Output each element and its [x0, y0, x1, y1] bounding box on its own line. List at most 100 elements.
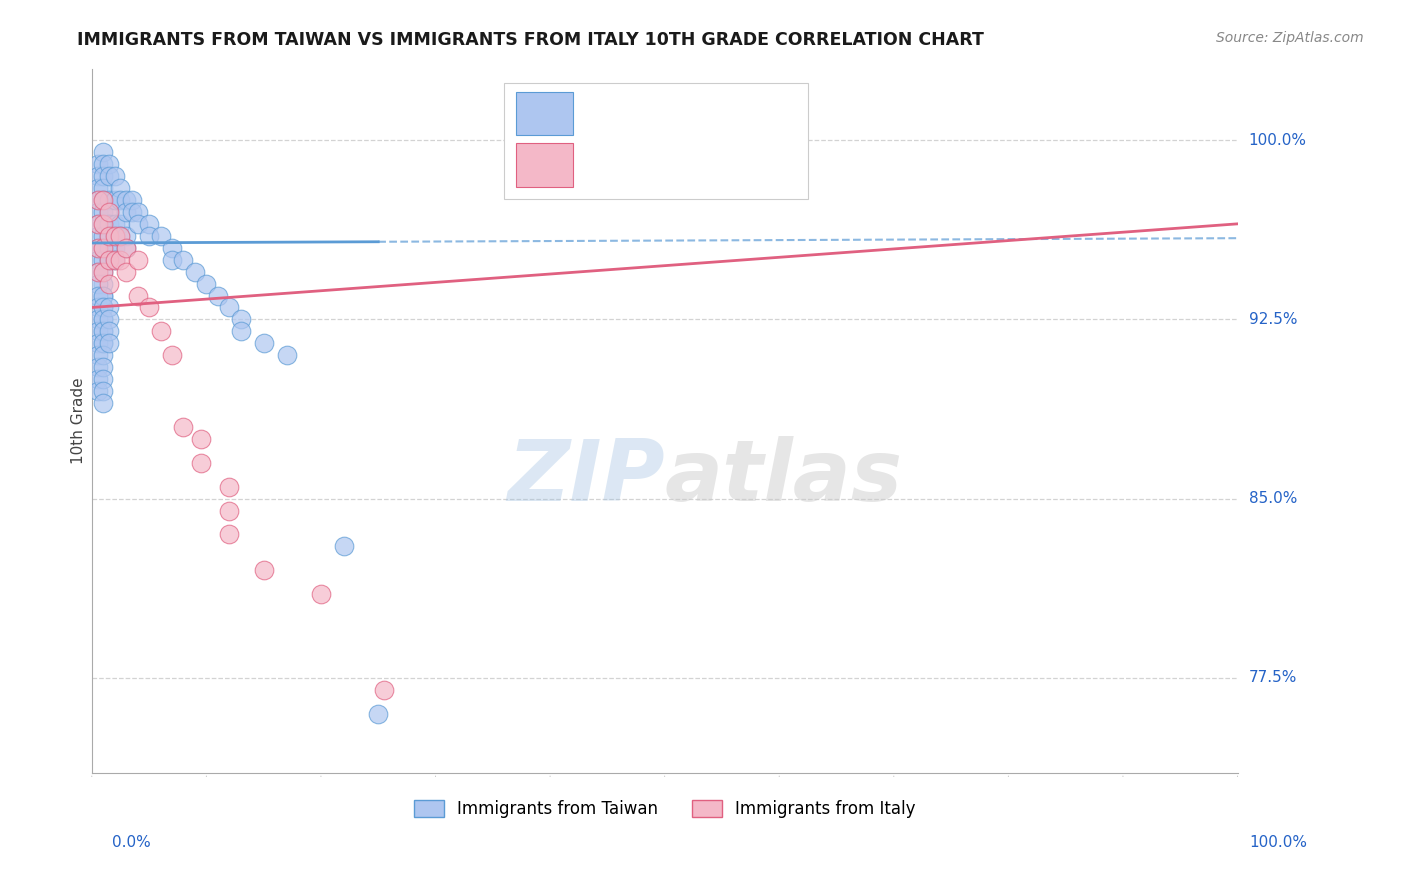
Point [98, 228, 121, 243]
Point [138, 301, 160, 315]
Point [91, 252, 114, 267]
Point [195, 277, 218, 291]
Text: R = 0.100   N = 32: R = 0.100 N = 32 [579, 156, 735, 174]
Point [86, 277, 108, 291]
Point [98, 301, 121, 315]
Point [91, 360, 114, 375]
Point [190, 432, 212, 446]
Point [91, 301, 114, 315]
Point [160, 348, 183, 362]
Point [160, 241, 183, 255]
Point [86, 217, 108, 231]
Point [91, 348, 114, 362]
Point [104, 228, 127, 243]
FancyBboxPatch shape [516, 92, 574, 136]
Point [98, 193, 121, 207]
Point [229, 324, 252, 338]
Point [91, 241, 114, 255]
Point [253, 563, 276, 577]
Point [91, 277, 114, 291]
Point [115, 241, 138, 255]
Text: atlas: atlas [665, 436, 903, 519]
Point [121, 193, 143, 207]
Point [91, 217, 114, 231]
Point [91, 384, 114, 398]
Point [91, 336, 114, 351]
Point [86, 217, 108, 231]
Point [115, 241, 138, 255]
Point [98, 169, 121, 183]
Point [127, 205, 149, 219]
Point [253, 336, 276, 351]
Point [98, 241, 121, 255]
Point [104, 252, 127, 267]
Point [172, 420, 194, 434]
Point [115, 205, 138, 219]
Point [110, 228, 132, 243]
Point [98, 252, 121, 267]
Point [91, 312, 114, 326]
Text: Source: ZipAtlas.com: Source: ZipAtlas.com [1216, 31, 1364, 45]
Point [86, 348, 108, 362]
Point [98, 252, 121, 267]
Point [218, 301, 240, 315]
Point [98, 157, 121, 171]
Point [86, 384, 108, 398]
Point [91, 145, 114, 160]
Point [91, 205, 114, 219]
Point [91, 265, 114, 279]
Point [138, 228, 160, 243]
Point [91, 193, 114, 207]
Point [98, 217, 121, 231]
Point [86, 301, 108, 315]
Point [91, 241, 114, 255]
Point [98, 336, 121, 351]
Point [218, 480, 240, 494]
Y-axis label: 10th Grade: 10th Grade [72, 377, 86, 465]
Point [121, 205, 143, 219]
Point [149, 324, 172, 338]
Point [86, 288, 108, 302]
Point [127, 252, 149, 267]
FancyBboxPatch shape [505, 83, 808, 199]
Point [218, 503, 240, 517]
Text: 77.5%: 77.5% [1249, 671, 1296, 685]
Point [91, 157, 114, 171]
Point [138, 217, 160, 231]
Point [373, 682, 395, 697]
Point [86, 193, 108, 207]
Text: R = 0.002   N = 94: R = 0.002 N = 94 [579, 104, 735, 122]
Point [91, 228, 114, 243]
Point [104, 169, 127, 183]
Point [172, 252, 194, 267]
Point [104, 193, 127, 207]
Point [86, 205, 108, 219]
Point [110, 217, 132, 231]
Point [110, 181, 132, 195]
Point [184, 265, 207, 279]
Point [86, 265, 108, 279]
Point [91, 288, 114, 302]
Point [98, 205, 121, 219]
Point [98, 205, 121, 219]
Point [86, 241, 108, 255]
Point [91, 372, 114, 386]
Legend: Immigrants from Taiwan, Immigrants from Italy: Immigrants from Taiwan, Immigrants from … [408, 794, 922, 825]
Point [86, 324, 108, 338]
Text: 100.0%: 100.0% [1250, 836, 1308, 850]
Point [86, 157, 108, 171]
Text: 92.5%: 92.5% [1249, 312, 1298, 327]
Point [86, 181, 108, 195]
Point [110, 252, 132, 267]
Text: ZIP: ZIP [508, 436, 665, 519]
Point [91, 336, 114, 351]
Point [104, 252, 127, 267]
Text: 0.0%: 0.0% [112, 836, 152, 850]
Point [86, 241, 108, 255]
Point [91, 301, 114, 315]
Point [91, 181, 114, 195]
Point [218, 527, 240, 541]
Text: 100.0%: 100.0% [1249, 133, 1306, 148]
Point [367, 706, 389, 721]
Point [91, 312, 114, 326]
